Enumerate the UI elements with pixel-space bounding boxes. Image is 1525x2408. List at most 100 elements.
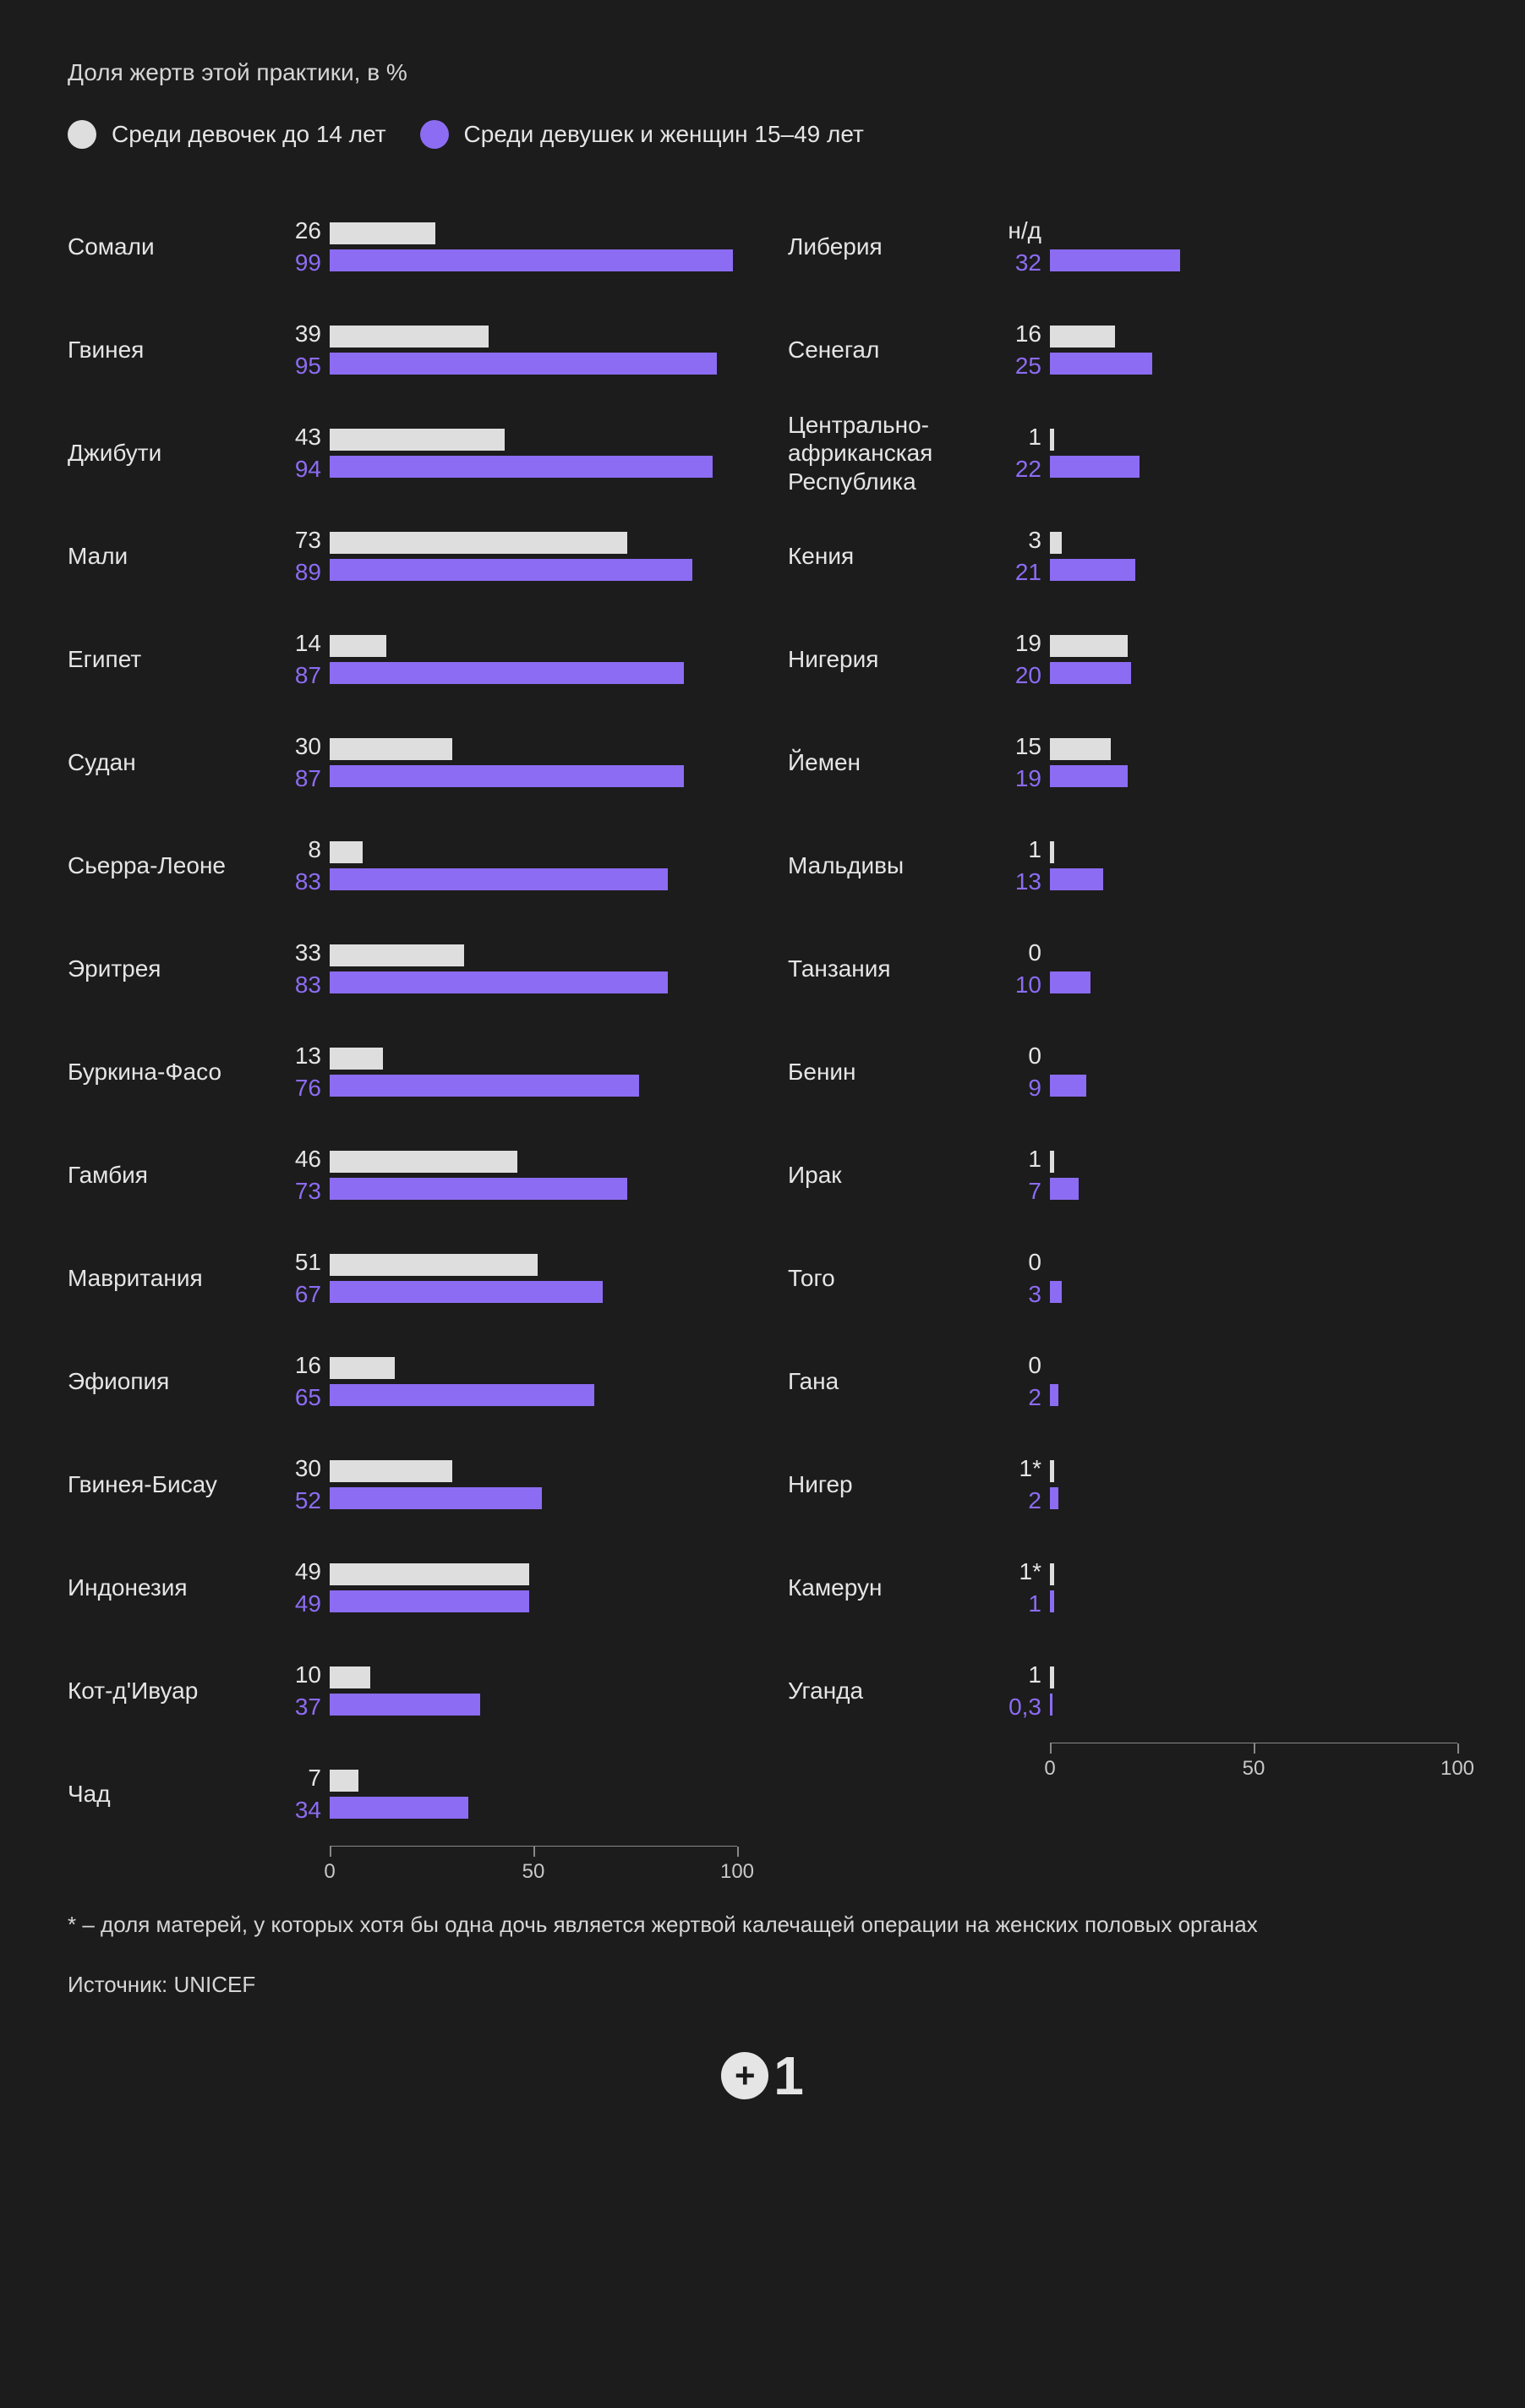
chart-row: Сьерра-Леоне883 [68, 814, 737, 917]
value-b: 13 [982, 866, 1041, 898]
value-labels: 734 [262, 1762, 321, 1826]
x-axis: 050100 [1050, 1743, 1457, 1780]
chart-row: Буркина-Фасо1376 [68, 1021, 737, 1124]
country-label: Судан [68, 748, 254, 777]
value-b: 83 [262, 969, 321, 1001]
value-b: 73 [262, 1175, 321, 1207]
bar-a [1050, 1563, 1054, 1585]
value-b: 37 [262, 1691, 321, 1723]
value-b: 2 [982, 1485, 1041, 1517]
country-label: Мальдивы [788, 851, 974, 880]
country-label: Гамбия [68, 1161, 254, 1190]
value-a: 7 [262, 1762, 321, 1794]
axis-tick-label: 100 [720, 1860, 754, 1884]
chart-row: Мавритания5167 [68, 1227, 737, 1330]
bar-a [330, 1563, 529, 1585]
value-b: 94 [262, 453, 321, 485]
value-labels: 2699 [262, 215, 321, 279]
bars [330, 1536, 737, 1639]
value-labels: 3087 [262, 731, 321, 795]
value-a: 8 [262, 834, 321, 866]
value-a: 1* [982, 1556, 1041, 1588]
bar-a [1050, 326, 1115, 348]
bars [1050, 1227, 1457, 1330]
bar-a [330, 1048, 383, 1070]
chart-row: Эфиопия1665 [68, 1330, 737, 1433]
value-a: 43 [262, 421, 321, 453]
chart-columns: Сомали2699Гвинея3995Джибути4394Мали7389Е… [68, 195, 1457, 1883]
chart-row: Индонезия4949 [68, 1536, 737, 1639]
bars [1050, 711, 1457, 814]
country-label: Нигер [788, 1470, 974, 1499]
bar-b [330, 1384, 594, 1406]
axis-tick [533, 1847, 535, 1857]
bar-a [330, 532, 627, 554]
bar-b [1050, 1281, 1062, 1303]
bar-b [330, 1797, 468, 1819]
bars [1050, 505, 1457, 608]
value-labels: 113 [982, 834, 1041, 898]
axis-tick [1254, 1743, 1255, 1754]
country-label: Либерия [788, 233, 974, 261]
value-b: 7 [982, 1175, 1041, 1207]
bar-b [1050, 249, 1180, 271]
bar-a [330, 1254, 538, 1276]
value-b: 99 [262, 247, 321, 279]
bar-a [1050, 429, 1054, 451]
country-label: Гвинея [68, 336, 254, 364]
legend-swatch-a [68, 120, 96, 149]
axis-row: 050100 [788, 1743, 1457, 1780]
value-b: 21 [982, 556, 1041, 588]
bar-b [1050, 662, 1131, 684]
value-a: 0 [982, 1246, 1041, 1278]
value-a: 73 [262, 524, 321, 556]
value-a: 1 [982, 834, 1041, 866]
logo-one: 1 [773, 2049, 804, 2103]
bar-b [1050, 456, 1140, 478]
country-label: Кения [788, 542, 974, 571]
country-label: Эритрея [68, 955, 254, 983]
bars [1050, 195, 1457, 298]
bars [330, 195, 737, 298]
bar-b [330, 559, 692, 581]
bar-a [1050, 1666, 1054, 1688]
logo-badge: + 1 [721, 2049, 804, 2103]
value-b: 3 [982, 1278, 1041, 1311]
value-a: 13 [262, 1040, 321, 1072]
country-label: Ирак [788, 1161, 974, 1190]
bars [330, 1330, 737, 1433]
country-label: Гвинея-Бисау [68, 1470, 254, 1499]
country-label: Уганда [788, 1677, 974, 1705]
value-labels: 4949 [262, 1556, 321, 1620]
value-labels: 1487 [262, 627, 321, 692]
value-a: 26 [262, 215, 321, 247]
bar-b [330, 1694, 480, 1716]
chart-row: Эритрея3383 [68, 917, 737, 1021]
value-labels: 1037 [262, 1659, 321, 1723]
bar-a [330, 1357, 395, 1379]
chart-row: Центрально-африканскаяРеспублика122 [788, 402, 1457, 505]
value-labels: 1519 [982, 731, 1041, 795]
bar-b [330, 1590, 529, 1612]
bars [1050, 1536, 1457, 1639]
bar-a [330, 326, 489, 348]
bars [1050, 298, 1457, 402]
value-b: 19 [982, 763, 1041, 795]
value-b: 1 [982, 1588, 1041, 1620]
country-label: Центрально-африканскаяРеспублика [788, 411, 974, 496]
chart-row: Либериян/д32 [788, 195, 1457, 298]
bars [1050, 1330, 1457, 1433]
value-labels: 02 [982, 1349, 1041, 1414]
bar-b [330, 1487, 542, 1509]
axis-tick-label: 50 [522, 1860, 545, 1884]
axis-tick [1457, 1743, 1459, 1754]
country-label: Йемен [788, 748, 974, 777]
value-labels: 17 [982, 1143, 1041, 1207]
bar-a [1050, 841, 1054, 863]
value-a: 3 [982, 524, 1041, 556]
bar-b [330, 1178, 627, 1200]
value-labels: 1920 [982, 627, 1041, 692]
logo: + 1 [68, 2049, 1457, 2103]
legend-label-b: Среди девушек и женщин 15–49 лет [464, 121, 864, 148]
value-labels: 321 [982, 524, 1041, 588]
